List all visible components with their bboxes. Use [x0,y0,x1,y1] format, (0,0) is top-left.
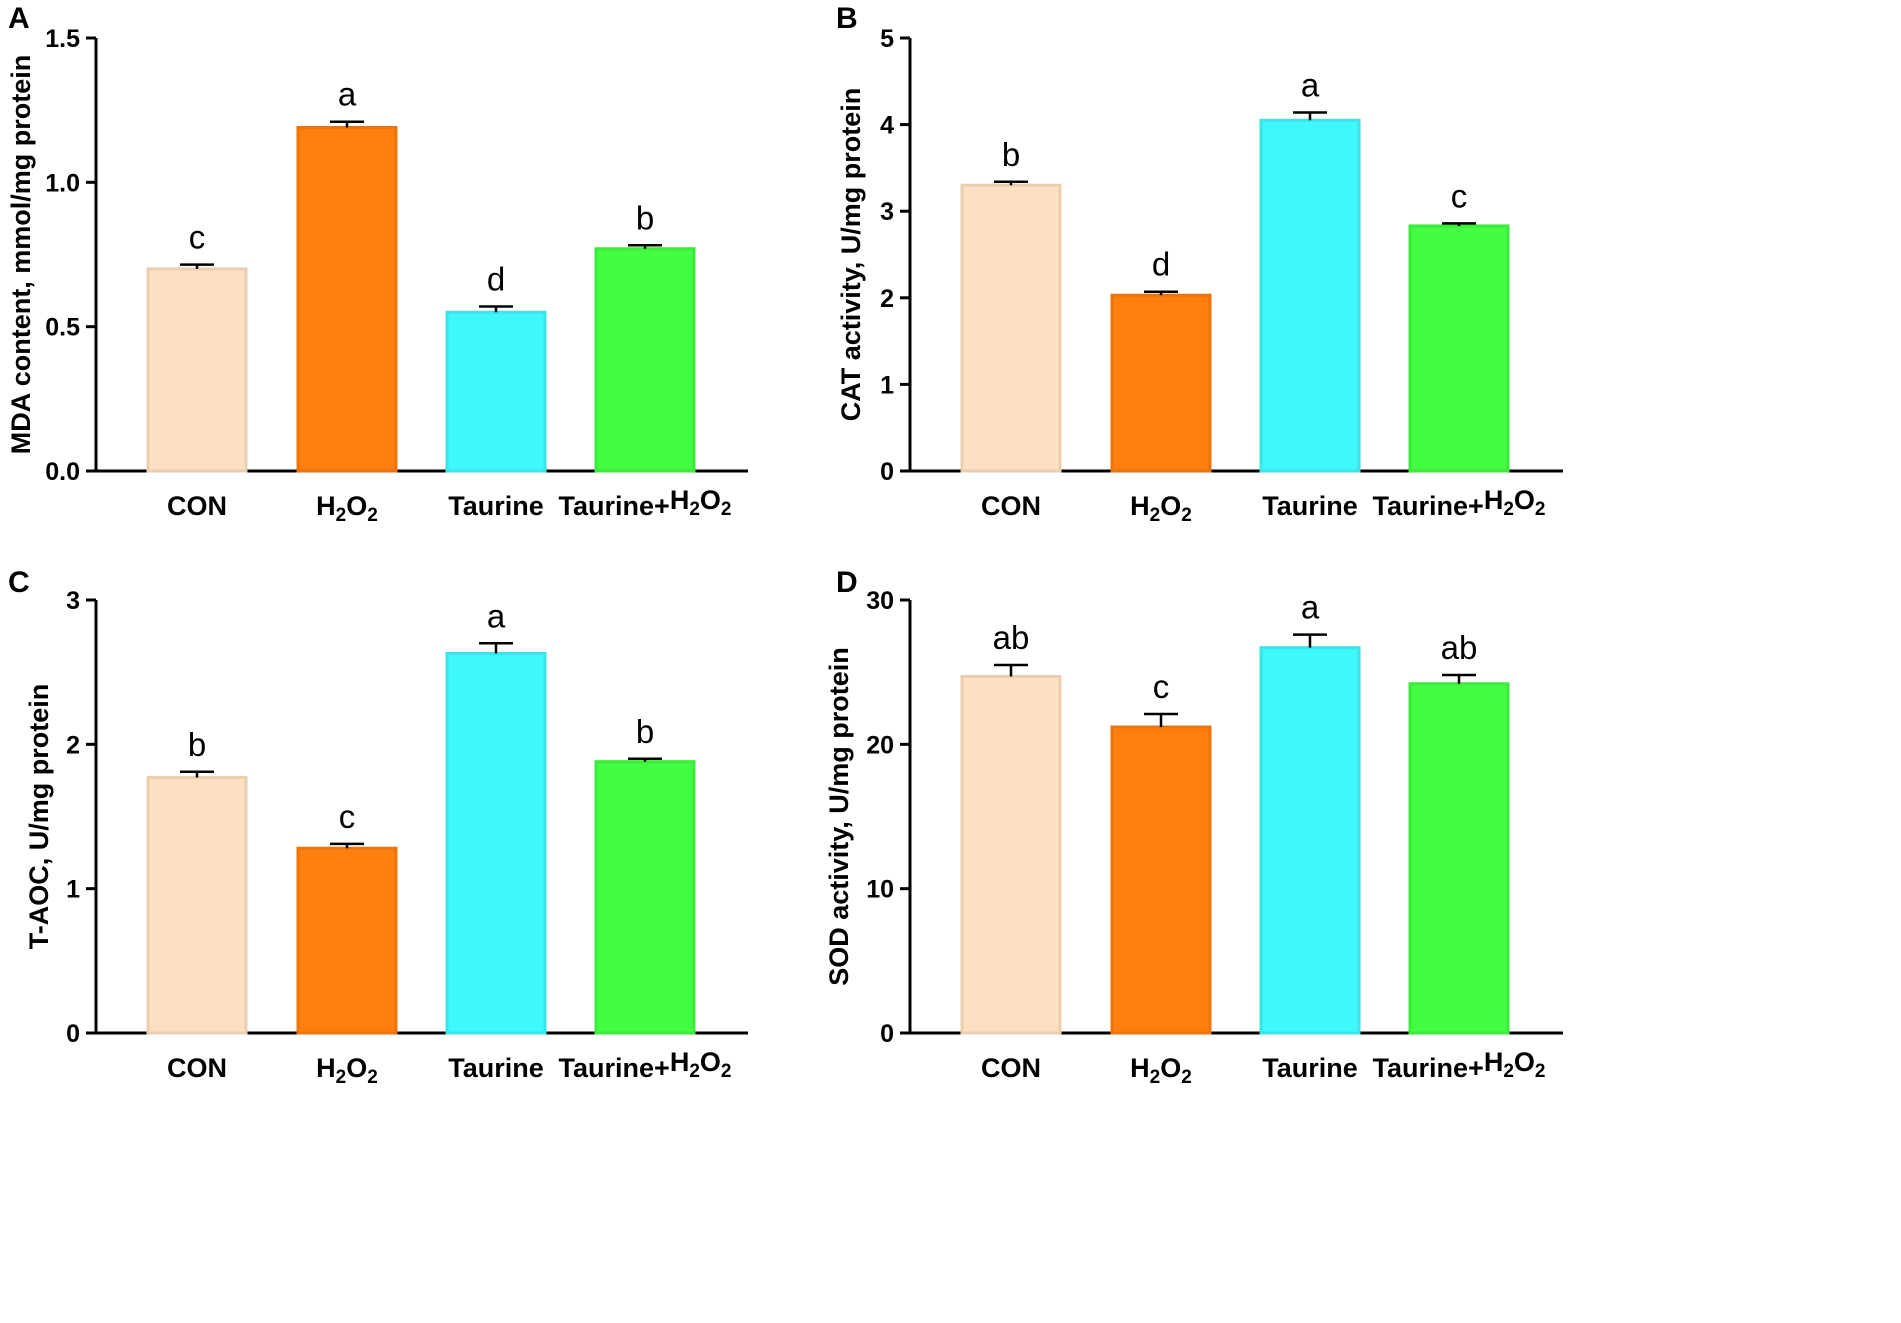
significance-label: c [339,798,356,835]
bar-taurine-h2o2 [594,760,696,1035]
x-tick-label: Taurine+H2O2 [1373,1047,1546,1083]
x-tick-label: CON [981,491,1041,521]
significance-label: d [1152,246,1170,283]
bar-taurine [1259,118,1361,473]
x-tick-label: Taurine+H2O2 [559,1047,732,1083]
y-tick-label: 0 [880,458,894,486]
y-axis-title: SOD activity, U/mg protein [824,647,854,986]
significance-label: c [189,219,206,256]
y-tick-label: 0 [66,1020,80,1048]
y-tick-label: 2 [66,731,80,759]
y-tick-label: 5 [880,25,894,53]
bar-h2o2 [1110,293,1212,473]
x-tick-label: Taurine+H2O2 [559,485,732,521]
significance-label: a [1301,66,1320,103]
x-tick-label: CON [167,491,227,521]
y-tick-label: 3 [66,587,80,615]
significance-label: c [1451,177,1468,214]
y-tick-label: 2 [880,285,894,313]
bar-con [960,183,1062,473]
significance-label: a [487,597,506,634]
bar-taurine [445,310,547,473]
y-tick-label: 10 [866,876,894,904]
y-axis-title: CAT activity, U/mg protein [836,88,866,422]
chart-panel-b: B 0 1 2 3 4 5 CAT activity, U/mg protein b CON d H2… [836,2,1563,526]
y-tick-label: 30 [866,587,894,615]
y-axis-title: T-AOC, U/mg protein [24,684,54,950]
chart-panel-c: C 0 1 2 3 T-AOC, U/mg protein b CON c H2O2 a Taurin… [8,566,748,1088]
significance-label: a [338,76,357,113]
bar-taurine [445,651,547,1035]
bar-h2o2 [1110,725,1212,1035]
bar-h2o2 [296,846,398,1035]
y-tick-label: 0.0 [45,458,80,486]
significance-label: b [636,713,654,750]
bar-con [146,776,248,1035]
bar-taurine [1259,646,1361,1035]
x-tick-label: H2O2 [1130,491,1192,526]
bar-taurine-h2o2 [1408,682,1510,1035]
chart-panel-d: D 0 10 20 30 SOD activity, U/mg protein ab CON c… [824,566,1563,1088]
y-tick-label: 4 [880,112,894,140]
y-tick-label: 3 [880,198,894,226]
x-tick-label: CON [981,1053,1041,1083]
panel-letter: D [836,566,858,599]
x-tick-label: Taurine [448,1053,544,1083]
y-tick-label: 1.5 [45,25,80,53]
bar-con [146,267,248,473]
significance-label: b [188,726,206,763]
x-tick-label: H2O2 [316,1053,378,1088]
significance-label: ab [1441,629,1478,666]
significance-label: d [487,260,505,297]
x-tick-label: Taurine [448,491,544,521]
bar-taurine-h2o2 [1408,224,1510,473]
significance-label: b [1002,136,1020,173]
y-tick-label: 0 [880,1020,894,1048]
y-tick-label: 1 [66,876,80,904]
x-tick-label: H2O2 [316,491,378,526]
x-tick-label: Taurine [1262,491,1358,521]
significance-label: ab [993,619,1030,656]
y-axis-title: MDA content, mmol/mg protein [6,55,36,455]
y-tick-label: 20 [866,731,894,759]
significance-label: b [636,199,654,236]
x-tick-label: H2O2 [1130,1053,1192,1088]
significance-label: c [1153,668,1170,705]
y-tick-label: 1.0 [45,169,80,197]
panel-letter: B [836,2,858,35]
bar-con [960,674,1062,1035]
chart-panel-a: A 0.0 0.5 1.0 1.5 MDA content, mmol/mg protei… [6,2,748,526]
y-tick-label: 1 [880,371,894,399]
bar-taurine-h2o2 [594,247,696,473]
panel-letter: C [8,566,30,599]
x-tick-label: CON [167,1053,227,1083]
x-tick-label: Taurine+H2O2 [1373,485,1546,521]
y-tick-label: 0.5 [45,314,80,342]
bar-h2o2 [296,125,398,473]
x-tick-label: Taurine [1262,1053,1358,1083]
significance-label: a [1301,589,1320,626]
panel-letter: A [8,2,30,35]
